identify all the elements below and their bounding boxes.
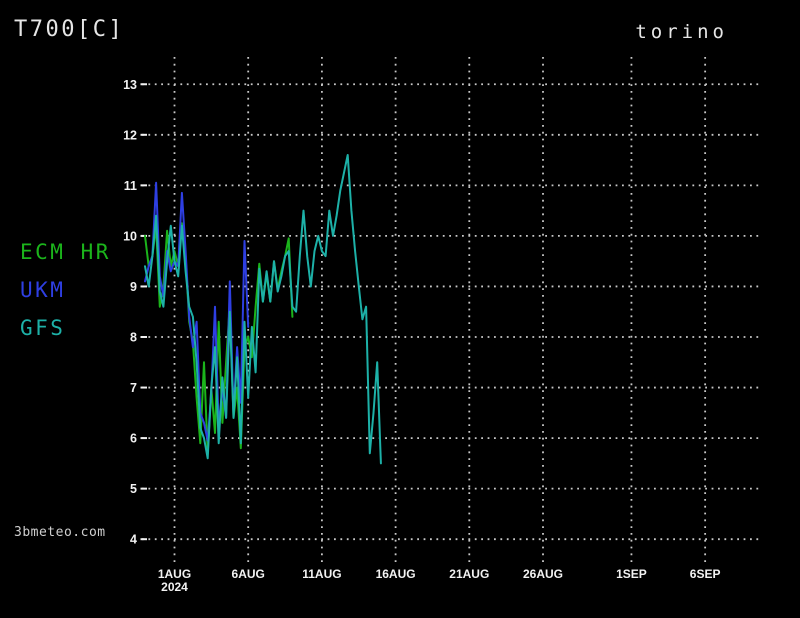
y-tick-label: 8 [130, 331, 137, 345]
legend: ECM HR UKM GFS [20, 242, 111, 356]
page-title: T700[C] [14, 17, 125, 42]
x-tick-label: 6SEP [690, 567, 721, 581]
x-tick-label: 1AUG [158, 567, 191, 581]
legend-item-ukm: UKM [20, 278, 66, 302]
y-tick-label: 12 [123, 128, 137, 142]
y-tick-label: 7 [130, 381, 137, 395]
location-label: torino [635, 21, 728, 43]
x-tick-label: 26AUG [523, 567, 563, 581]
x-tick-label: 11AUG [302, 567, 341, 581]
series-line-gfs [144, 154, 382, 465]
y-tick-label: 6 [130, 432, 137, 446]
y-tick-label: 4 [130, 533, 137, 547]
y-tick-label: 5 [130, 482, 137, 496]
x-tick-sublabel: 2024 [161, 580, 188, 594]
legend-item-gfs: GFS [20, 316, 66, 340]
legend-item-ecm-hr: ECM HR [20, 240, 111, 264]
x-tick-label: 1SEP [616, 567, 647, 581]
x-tick-label: 6AUG [232, 567, 265, 581]
x-tick-label: 21AUG [449, 567, 489, 581]
watermark: 3bmeteo.com [14, 525, 106, 540]
y-tick-label: 10 [123, 229, 137, 243]
y-tick-label: 9 [130, 280, 137, 294]
y-tick-label: 13 [123, 78, 137, 92]
x-tick-label: 16AUG [376, 567, 416, 581]
y-tick-label: 11 [124, 179, 137, 193]
